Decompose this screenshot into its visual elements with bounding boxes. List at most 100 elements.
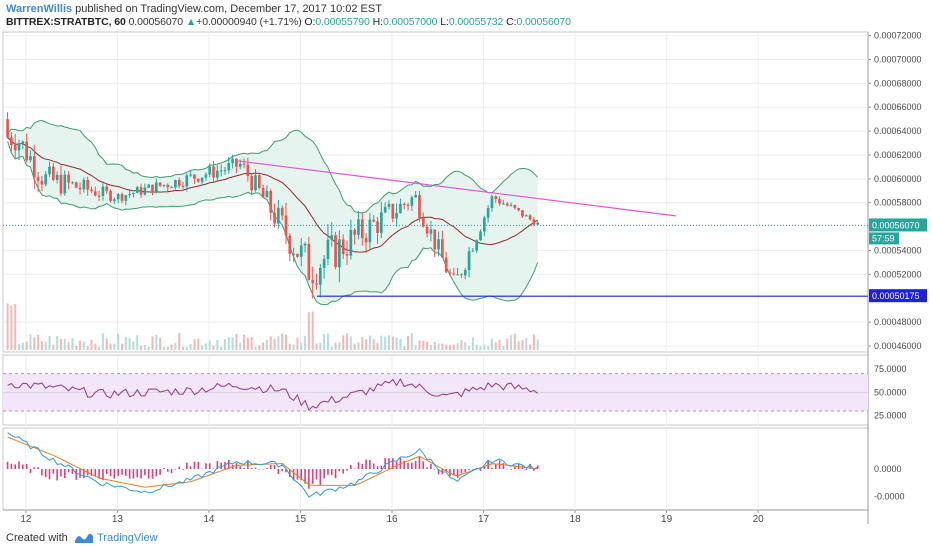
high-label: H: bbox=[372, 16, 383, 28]
volume-bar bbox=[407, 335, 410, 350]
open-value: 0.00055790 bbox=[315, 16, 370, 28]
macd-histogram-bar bbox=[388, 458, 390, 469]
bollinger-basis-line bbox=[7, 137, 538, 253]
candle-body bbox=[120, 194, 124, 201]
candle-body bbox=[32, 156, 36, 178]
candle-body bbox=[71, 182, 74, 184]
volume-bar bbox=[29, 334, 32, 350]
resistance-trendline[interactable] bbox=[238, 160, 676, 217]
volume-bar bbox=[52, 344, 55, 350]
tradingview-logo-icon[interactable] bbox=[74, 531, 94, 545]
macd-histogram-bar bbox=[159, 469, 161, 475]
volume-bar bbox=[67, 342, 70, 350]
macd-histogram-bar bbox=[266, 467, 268, 469]
macd-histogram-bar bbox=[456, 469, 459, 478]
time-tick-label: 20 bbox=[753, 514, 765, 525]
macd-histogram-bar bbox=[380, 465, 383, 469]
volume-bar bbox=[490, 338, 493, 350]
candle-body bbox=[368, 219, 372, 243]
volume-bar bbox=[487, 345, 490, 350]
candle-body bbox=[517, 207, 520, 211]
candle-body bbox=[303, 243, 307, 246]
volume-bar bbox=[368, 335, 371, 350]
macd-histogram-bar bbox=[18, 461, 20, 469]
volume-bar bbox=[159, 337, 162, 350]
macd-histogram-bar bbox=[136, 469, 139, 478]
candle-body bbox=[452, 273, 456, 275]
candle-body bbox=[460, 274, 463, 276]
volume-bar bbox=[120, 343, 123, 350]
candle-body bbox=[372, 219, 376, 222]
macd-histogram-bar bbox=[220, 462, 222, 469]
volume-bar bbox=[307, 312, 310, 350]
bollinger-upper-line bbox=[7, 119, 539, 214]
time-tick-label: 16 bbox=[386, 514, 398, 525]
candle-body bbox=[135, 187, 139, 193]
time-tick-label: 17 bbox=[478, 514, 490, 525]
candle-body bbox=[334, 235, 337, 268]
candle-body bbox=[410, 197, 414, 206]
volume-bar bbox=[33, 337, 36, 350]
candle-body bbox=[364, 238, 368, 243]
macd-histogram-bar bbox=[102, 469, 104, 481]
candle-body bbox=[101, 186, 105, 196]
macd-histogram-bar bbox=[193, 461, 196, 469]
macd-histogram-bar bbox=[308, 469, 310, 489]
candle-body bbox=[399, 203, 402, 214]
candle-body bbox=[296, 253, 299, 257]
macd-histogram-bar bbox=[510, 469, 512, 470]
volume-bar bbox=[273, 338, 276, 350]
volume-bar bbox=[460, 340, 463, 350]
up-arrow-icon: ▲ bbox=[185, 16, 197, 28]
price-tick-label: 0.00072000 bbox=[874, 31, 922, 41]
candle-body bbox=[55, 174, 59, 180]
volume-bar bbox=[311, 311, 314, 350]
candle-body bbox=[521, 210, 524, 217]
volume-bar bbox=[376, 342, 379, 350]
volume-bar bbox=[25, 341, 28, 350]
macd-histogram-bar bbox=[483, 466, 486, 469]
macd-histogram-bar bbox=[182, 469, 184, 470]
tradingview-brand[interactable]: TradingView bbox=[97, 532, 158, 544]
rsi-pane[interactable] bbox=[3, 373, 868, 412]
volume-bar bbox=[334, 342, 337, 350]
volume-bar bbox=[525, 338, 528, 350]
macd-histogram-bar bbox=[281, 469, 283, 472]
volume-bar bbox=[372, 339, 375, 350]
macd-histogram-bar bbox=[296, 469, 299, 480]
macd-histogram-bar bbox=[121, 469, 123, 475]
volume-bar bbox=[429, 344, 432, 350]
macd-histogram-bar bbox=[37, 467, 39, 469]
chart-frame bbox=[2, 31, 869, 524]
rsi-tick-label: 50.0000 bbox=[874, 387, 907, 397]
macd-histogram-bar bbox=[353, 468, 356, 469]
volume-bar bbox=[342, 335, 345, 350]
macd-histogram-bar bbox=[403, 460, 406, 469]
candle-body bbox=[36, 177, 40, 181]
candle-body bbox=[353, 229, 356, 235]
macd-histogram-bar bbox=[258, 469, 261, 470]
volume-bar bbox=[246, 337, 249, 350]
candle-body bbox=[113, 199, 116, 201]
candle-body bbox=[109, 190, 112, 201]
volume-bar bbox=[399, 338, 402, 350]
volume-bar bbox=[40, 341, 43, 350]
macd-histogram-bar bbox=[109, 469, 112, 477]
macd-histogram-bar bbox=[125, 469, 127, 476]
macd-histogram-bar bbox=[189, 466, 192, 469]
volume-bar bbox=[208, 340, 211, 350]
candle-body bbox=[360, 219, 364, 239]
macd-pane[interactable] bbox=[6, 432, 539, 498]
candle-body bbox=[254, 175, 257, 191]
volume-bar bbox=[479, 346, 482, 350]
volume-bar bbox=[304, 335, 307, 350]
volume-bar bbox=[277, 336, 280, 350]
volume-bar bbox=[315, 343, 318, 350]
candle-body bbox=[509, 205, 513, 207]
volume-bar bbox=[201, 345, 204, 350]
author-link[interactable]: WarrenWillis bbox=[6, 3, 73, 15]
chart-canvas[interactable]: 0.00046000 0.00048000 0.00052000 0.00054000… bbox=[0, 0, 932, 526]
volume-bar bbox=[391, 336, 394, 350]
macd-histogram-bar bbox=[361, 464, 364, 469]
price-pane[interactable] bbox=[3, 112, 868, 350]
